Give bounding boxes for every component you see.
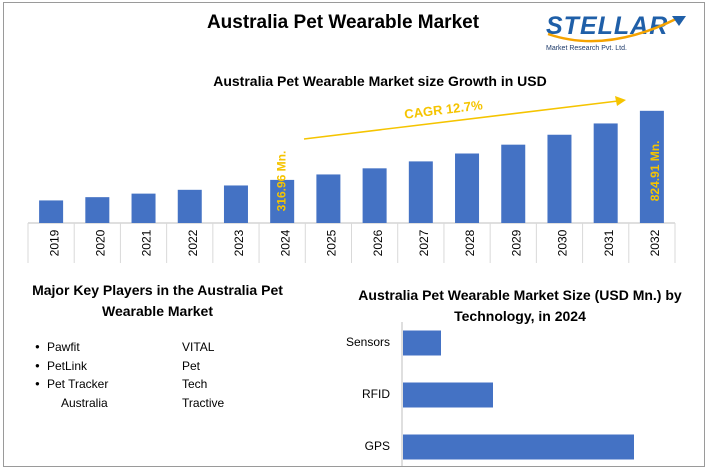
x-tick-label: 2026 [371,229,385,256]
x-tick-label: 2027 [417,229,431,256]
player-item: Pet Tracker [35,375,108,394]
bar-2032 [639,110,664,223]
bar-2028 [455,153,480,223]
x-tick-label: 2020 [93,229,107,256]
player-item: VITAL [182,340,215,354]
bar-2022 [177,189,202,223]
key-players-title: Major Key Players in the Australia Pet W… [32,282,283,319]
y-tick-label: Sensors [346,335,390,349]
bar-2023 [223,185,248,223]
bar-2019 [39,200,64,223]
x-tick-label: 2022 [186,229,200,256]
logo-text: STELLAR [546,12,669,40]
x-tick-label: 2019 [47,229,61,256]
logo-subtext: Market Research Pvt. Ltd. [546,45,627,52]
cagr-arrow-line [303,100,619,140]
x-tick-label: 2025 [325,229,339,256]
bar-2027 [408,161,433,223]
logo-swoosh-icon [547,16,686,43]
player-item: Tech [182,377,208,391]
x-tick-label: 2031 [602,229,616,256]
page-title: Australia Pet Wearable Market [206,12,480,33]
player-item: PetLink [35,357,108,376]
growth-chart-title: Australia Pet Wearable Market size Growt… [213,73,547,89]
cagr-arrow-head [615,96,626,106]
key-players-list: Pawfit PetLink Pet Tracker Australia [35,338,108,412]
x-tick-label: 2021 [140,229,154,256]
key-players-column2: VITAL Pet Tech Tractive [182,338,224,412]
bar-2025 [316,174,341,223]
player-item: Tractive [182,395,225,410]
x-tick-label: 2029 [509,229,523,256]
player-item-continuation: Australia [61,395,108,410]
bar-sensors [403,330,441,356]
data-label: 824.91 Mn. [648,141,662,202]
data-label: 316.96 Mn. [274,151,288,212]
x-tick-label: 2030 [556,229,570,256]
bar-2031 [593,123,618,223]
bar-2029 [501,144,526,223]
bar-2030 [547,134,572,223]
x-tick-label: 2028 [463,229,477,256]
bar-gps [403,434,634,460]
bar-2024 [270,179,295,223]
x-tick-label: 2024 [278,229,292,256]
bar-rfid [403,382,493,408]
technology-chart-title: Australia Pet Wearable Market Size (USD … [358,287,682,324]
bar-2021 [131,193,156,223]
bar-2026 [362,168,387,223]
logo: STELLAR Market Research Pvt. Ltd. [546,10,696,60]
x-tick-label: 2023 [232,229,246,256]
y-tick-label: GPS [365,439,390,453]
player-item: Pawfit [35,338,108,357]
player-item: Pet [182,358,201,373]
bar-2020 [85,197,110,223]
x-tick-label: 2032 [648,229,662,256]
y-tick-label: RFID [362,387,390,401]
